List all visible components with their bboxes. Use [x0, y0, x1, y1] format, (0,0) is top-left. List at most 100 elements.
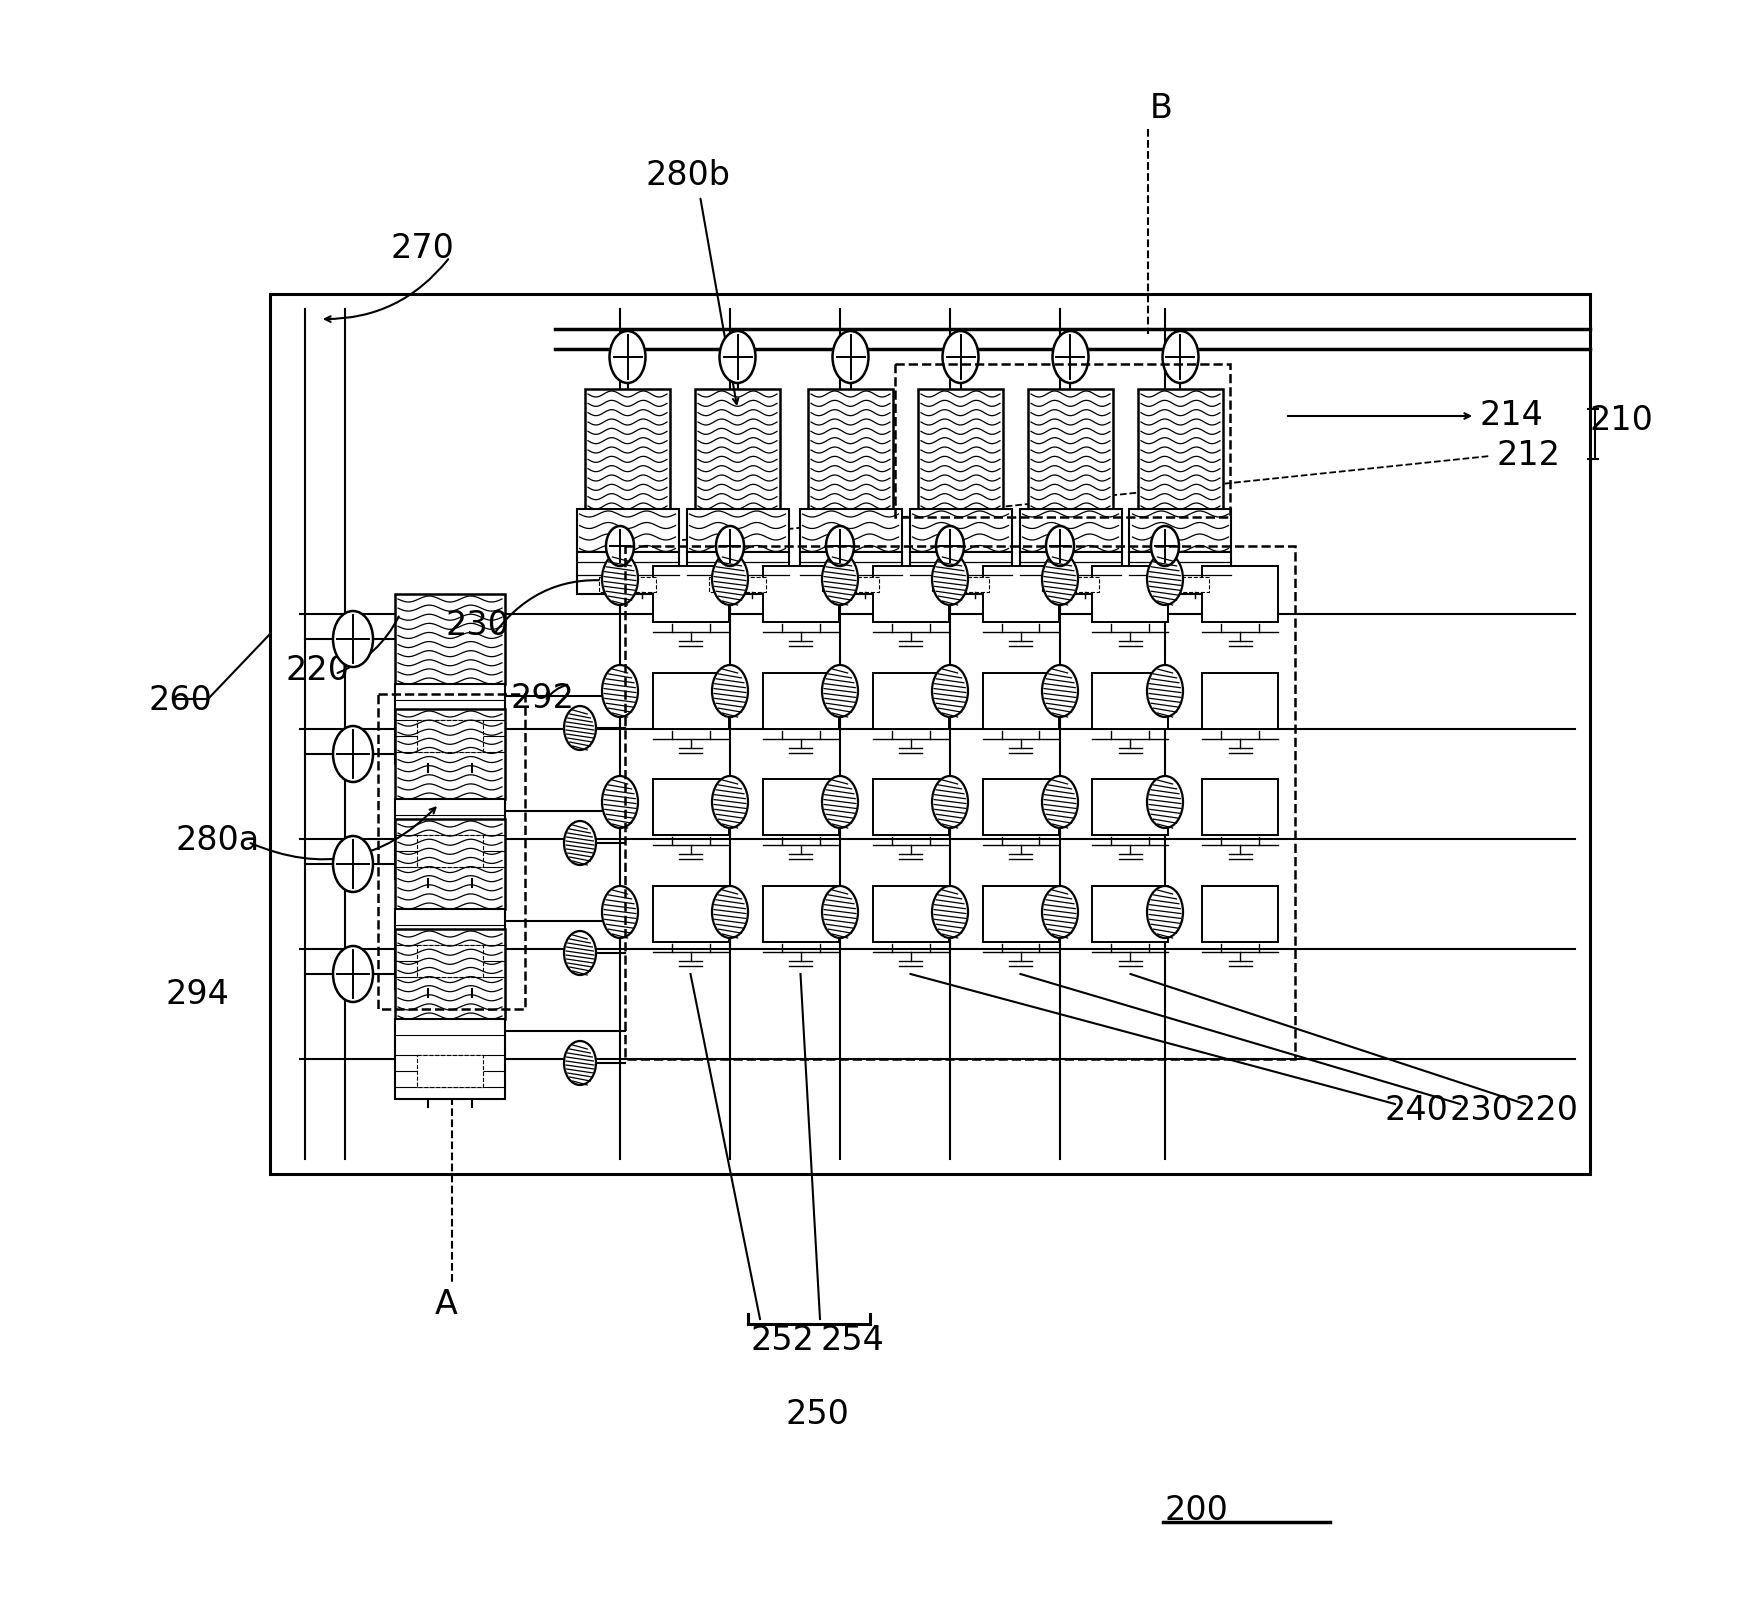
Text: 200: 200 — [1165, 1493, 1228, 1526]
Bar — [1153, 578, 1209, 592]
Bar — [808, 390, 892, 510]
Text: 212: 212 — [1498, 438, 1561, 471]
Bar — [982, 566, 1058, 622]
Ellipse shape — [563, 821, 597, 865]
Bar — [910, 552, 1012, 594]
Text: 230: 230 — [1450, 1092, 1514, 1126]
Bar — [919, 390, 1003, 510]
Bar — [394, 820, 505, 909]
Bar — [1028, 390, 1112, 510]
Ellipse shape — [716, 527, 744, 566]
Bar — [762, 779, 838, 836]
Ellipse shape — [563, 706, 597, 750]
Bar — [653, 886, 729, 943]
Text: 292: 292 — [510, 682, 574, 714]
Bar — [1019, 510, 1121, 552]
Ellipse shape — [713, 553, 748, 605]
Bar — [584, 390, 671, 510]
Ellipse shape — [602, 776, 639, 828]
Bar — [1093, 566, 1169, 622]
Bar — [686, 510, 788, 552]
Bar — [653, 674, 729, 729]
Text: 210: 210 — [1589, 403, 1654, 437]
Bar — [417, 836, 482, 867]
Ellipse shape — [602, 886, 639, 938]
Bar — [762, 886, 838, 943]
Bar — [653, 566, 729, 622]
Ellipse shape — [333, 836, 373, 893]
Bar — [269, 295, 1589, 1175]
Bar — [873, 779, 949, 836]
Bar — [394, 800, 505, 880]
Ellipse shape — [1148, 776, 1183, 828]
Bar — [709, 578, 766, 592]
Text: A: A — [435, 1287, 458, 1321]
Ellipse shape — [333, 612, 373, 667]
Bar — [873, 674, 949, 729]
Bar — [910, 510, 1012, 552]
Bar — [695, 390, 780, 510]
Ellipse shape — [1163, 331, 1199, 383]
Ellipse shape — [936, 527, 964, 566]
Text: 280a: 280a — [174, 823, 259, 855]
Bar — [1202, 566, 1278, 622]
Bar — [1130, 552, 1232, 594]
Ellipse shape — [1148, 553, 1183, 605]
Bar — [1093, 886, 1169, 943]
Ellipse shape — [822, 665, 859, 717]
Bar — [1139, 390, 1223, 510]
Bar — [600, 578, 655, 592]
Text: 260: 260 — [148, 683, 211, 716]
Bar — [933, 578, 989, 592]
Ellipse shape — [713, 776, 748, 828]
Bar — [394, 709, 505, 800]
Text: 214: 214 — [1480, 398, 1544, 432]
Bar — [394, 685, 505, 764]
Ellipse shape — [822, 886, 859, 938]
Bar — [873, 886, 949, 943]
Bar — [982, 674, 1058, 729]
Bar — [799, 510, 901, 552]
Bar — [1202, 886, 1278, 943]
Text: 252: 252 — [750, 1323, 813, 1355]
Bar — [378, 695, 524, 1010]
Ellipse shape — [333, 727, 373, 782]
Bar — [417, 946, 482, 977]
Bar — [982, 886, 1058, 943]
Ellipse shape — [1151, 527, 1179, 566]
Bar — [1130, 510, 1232, 552]
Ellipse shape — [1042, 553, 1077, 605]
Ellipse shape — [563, 1042, 597, 1086]
Bar — [1093, 779, 1169, 836]
Bar — [577, 510, 679, 552]
Text: 250: 250 — [785, 1397, 848, 1430]
Ellipse shape — [832, 331, 868, 383]
Ellipse shape — [713, 886, 748, 938]
Text: 294: 294 — [165, 979, 229, 1011]
Text: 220: 220 — [1515, 1092, 1579, 1126]
Ellipse shape — [602, 665, 639, 717]
Bar — [394, 930, 505, 1019]
Bar — [394, 594, 505, 685]
Bar — [762, 674, 838, 729]
Ellipse shape — [933, 776, 968, 828]
Ellipse shape — [563, 932, 597, 975]
Bar — [394, 1019, 505, 1099]
Text: 280b: 280b — [644, 159, 730, 192]
Ellipse shape — [713, 665, 748, 717]
Bar — [1042, 578, 1098, 592]
Text: 220: 220 — [285, 652, 348, 687]
Ellipse shape — [933, 665, 968, 717]
Ellipse shape — [720, 331, 755, 383]
Text: 230: 230 — [445, 609, 509, 641]
Ellipse shape — [825, 527, 854, 566]
Ellipse shape — [1148, 665, 1183, 717]
Ellipse shape — [1045, 527, 1074, 566]
Ellipse shape — [1042, 776, 1077, 828]
Ellipse shape — [333, 946, 373, 1003]
Bar — [417, 721, 482, 753]
Ellipse shape — [822, 553, 859, 605]
Bar — [762, 566, 838, 622]
Bar — [417, 1055, 482, 1087]
Bar — [653, 779, 729, 836]
